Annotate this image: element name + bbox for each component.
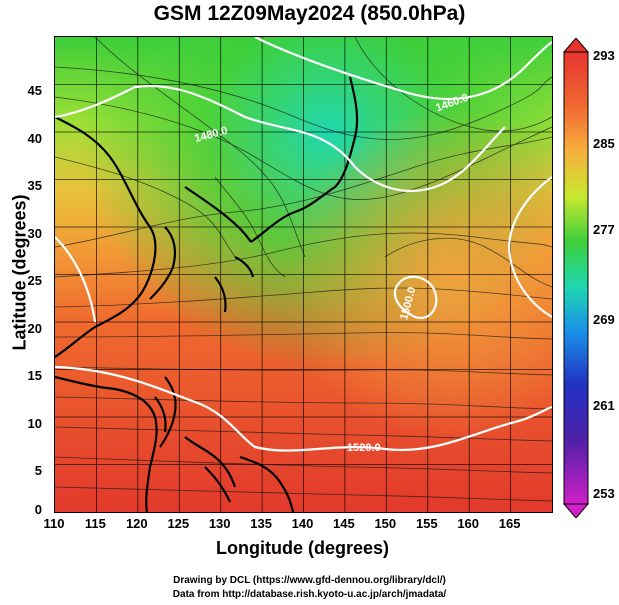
- x-tick-label: 165: [498, 516, 521, 531]
- y-tick-label: 20: [27, 321, 42, 336]
- colorbar-tick-label: 277: [593, 222, 615, 237]
- x-tick-label: 155: [415, 516, 438, 531]
- x-tick-label: 125: [167, 516, 190, 531]
- colorbar-top-arrow: [562, 38, 590, 53]
- x-tick-label: 135: [250, 516, 272, 531]
- x-tick-label: 145: [333, 516, 355, 531]
- y-tick-label: 15: [27, 368, 42, 383]
- credit-data: Data from http://database.rish.kyoto-u.a…: [172, 589, 447, 600]
- x-tick-label: 140: [291, 516, 314, 531]
- contour-1520: [55, 365, 552, 452]
- x-tick-label: 120: [125, 516, 148, 531]
- contour-east-ridge: [508, 176, 552, 318]
- map-plot-area: 1520.0 1500.0 1480.0 1460.0: [54, 36, 553, 513]
- x-tick-label: 115: [84, 516, 106, 531]
- x-tick-label: 110: [43, 516, 65, 531]
- temperature-map: 1520.0 1500.0 1480.0 1460.0: [55, 37, 552, 512]
- x-tick-label: 130: [208, 516, 231, 531]
- contour-label-1520: 1520.0: [347, 442, 381, 454]
- y-tick-label: 0: [34, 502, 42, 517]
- height-contours: [55, 37, 552, 452]
- y-tick-label: 30: [27, 226, 42, 241]
- colorbar-tick-label: 253: [593, 486, 615, 501]
- coastlines: [55, 76, 359, 512]
- y-tick-label: 5: [34, 463, 42, 478]
- chart-title: GSM 12Z09May2024 (850.0hPa): [153, 2, 466, 25]
- colorbar-tick-label: 261: [593, 398, 615, 413]
- colorbar-tick-label: 293: [593, 48, 615, 63]
- wind-streamlines: [55, 37, 552, 502]
- latlon-grid: [55, 37, 552, 512]
- contour-1460: [254, 37, 552, 100]
- y-axis-label: Latitude (degrees): [9, 194, 30, 351]
- y-tick-label: 10: [27, 416, 42, 431]
- colorbar-tick-label: 269: [593, 312, 615, 327]
- y-tick-label: 45: [27, 83, 42, 98]
- colorbar-body: [563, 51, 589, 505]
- credit-drawing: Drawing by DCL (https://www.gfd-dennou.o…: [173, 575, 446, 586]
- y-tick-label: 35: [27, 178, 42, 193]
- contour-1480: [55, 85, 506, 192]
- x-tick-label: 150: [374, 516, 397, 531]
- y-tick-label: 25: [27, 273, 42, 288]
- colorbar: [562, 38, 590, 518]
- x-tick-label: 160: [457, 516, 480, 531]
- contour-1500: [393, 275, 438, 320]
- colorbar-bottom-arrow: [562, 503, 590, 518]
- y-tick-label: 40: [27, 131, 42, 146]
- colorbar-tick-label: 285: [593, 136, 615, 151]
- x-axis-label: Longitude (degrees): [215, 538, 389, 558]
- contour-west: [55, 236, 97, 323]
